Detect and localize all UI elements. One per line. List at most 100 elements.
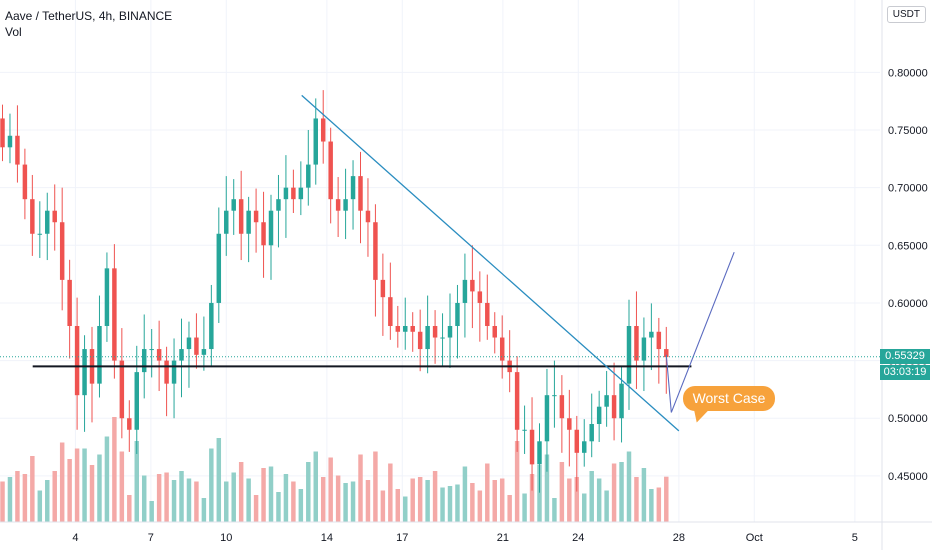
volume-bar [604, 490, 609, 522]
candle-body [224, 210, 229, 234]
volume-bar [104, 436, 110, 522]
volume-bars [0, 417, 669, 522]
y-tick-label: 0.70000 [888, 183, 928, 195]
candle-body [313, 118, 318, 165]
volume-bar [485, 463, 490, 522]
volume-bar [59, 442, 65, 522]
candle-body [544, 395, 550, 442]
candle-body [380, 279, 386, 298]
projection-path [665, 252, 735, 413]
candle-body [343, 199, 348, 211]
symbol-title[interactable]: Aave / TetherUS, 4h, BINANCE [5, 9, 173, 23]
candle-body [634, 326, 639, 361]
volume-bar [403, 496, 408, 522]
x-tick-label: 21 [497, 532, 509, 544]
volume-bar [425, 480, 430, 522]
volume-bar [455, 484, 460, 522]
candle-body [589, 424, 594, 442]
x-tick-label: 17 [396, 532, 408, 544]
candle-body [641, 337, 647, 361]
y-tick-label: 0.65000 [888, 240, 928, 252]
volume-bar [447, 486, 453, 522]
volume-bar [529, 474, 535, 522]
candle-body [7, 135, 13, 148]
volume-bar [186, 478, 192, 522]
candle-body [335, 199, 341, 211]
volume-bar [507, 495, 512, 522]
volume-bar [522, 493, 527, 522]
volume-bar [343, 483, 348, 522]
volume-bar [216, 438, 222, 522]
candle-body [365, 210, 371, 223]
candle-body [112, 268, 117, 361]
volume-bar [619, 462, 624, 522]
candle-body [52, 210, 57, 223]
volume-bar [589, 471, 594, 522]
drawings [0, 94, 880, 432]
volume-bar [209, 448, 214, 522]
worst-case-callout[interactable]: Worst Case [683, 386, 775, 411]
volume-bar [179, 471, 184, 522]
candle-body [417, 331, 423, 350]
candle-body [149, 349, 154, 351]
volume-bar [462, 466, 468, 522]
volume-bar [127, 495, 132, 522]
candle-body [403, 326, 408, 332]
y-tick-label: 0.45000 [888, 471, 928, 483]
candle-body [440, 337, 445, 339]
candle-body [522, 429, 527, 431]
volume-bar [112, 417, 117, 522]
volume-bar [22, 474, 28, 522]
volume-bar [37, 490, 43, 522]
volume-bar [582, 493, 587, 522]
candle-body [373, 222, 378, 280]
candle-body [22, 164, 28, 200]
candle-body [209, 302, 214, 350]
volume-bar [171, 480, 177, 522]
x-tick-label: 14 [321, 532, 333, 544]
currency-button[interactable]: USDT [886, 6, 926, 23]
candle-body [59, 222, 65, 280]
volume-bar [7, 477, 13, 522]
candle-body [97, 326, 102, 384]
volume-legend[interactable]: Vol [5, 25, 22, 39]
volume-bar [82, 448, 87, 522]
candle-body [67, 279, 72, 326]
candle-body [134, 372, 139, 430]
volume-bar [268, 466, 274, 522]
y-tick-label: 0.60000 [888, 298, 928, 310]
volume-bar [283, 474, 289, 522]
volume-bar [253, 495, 259, 522]
volume-bar [164, 472, 169, 522]
candle-body [201, 349, 207, 355]
volume-bar [477, 490, 483, 522]
volume-bar [134, 441, 139, 522]
candle-body [574, 429, 580, 453]
candle-body [514, 372, 520, 430]
volume-bar [559, 462, 565, 522]
volume-bar [410, 478, 415, 522]
candle-body [30, 199, 35, 234]
volume-bar [201, 498, 207, 522]
volume-bar [596, 478, 602, 522]
candle-body [604, 395, 609, 407]
candle-body [37, 233, 43, 235]
candle-body [664, 349, 669, 358]
candle-body [485, 302, 490, 326]
volume-bar [552, 498, 557, 522]
volume-bar [246, 478, 251, 522]
candle-body [0, 118, 5, 148]
volume-bar [432, 471, 438, 522]
candle-body [283, 187, 289, 200]
volume-bar [514, 441, 520, 522]
candle-body [74, 326, 80, 396]
countdown-tag: 03:03:19 [880, 364, 930, 380]
candle-body [410, 326, 415, 332]
y-tick-label: 0.50000 [888, 413, 928, 425]
x-tick-label: 28 [673, 532, 685, 544]
grid [0, 0, 880, 522]
volume-bar [388, 463, 393, 522]
candles [0, 90, 669, 493]
